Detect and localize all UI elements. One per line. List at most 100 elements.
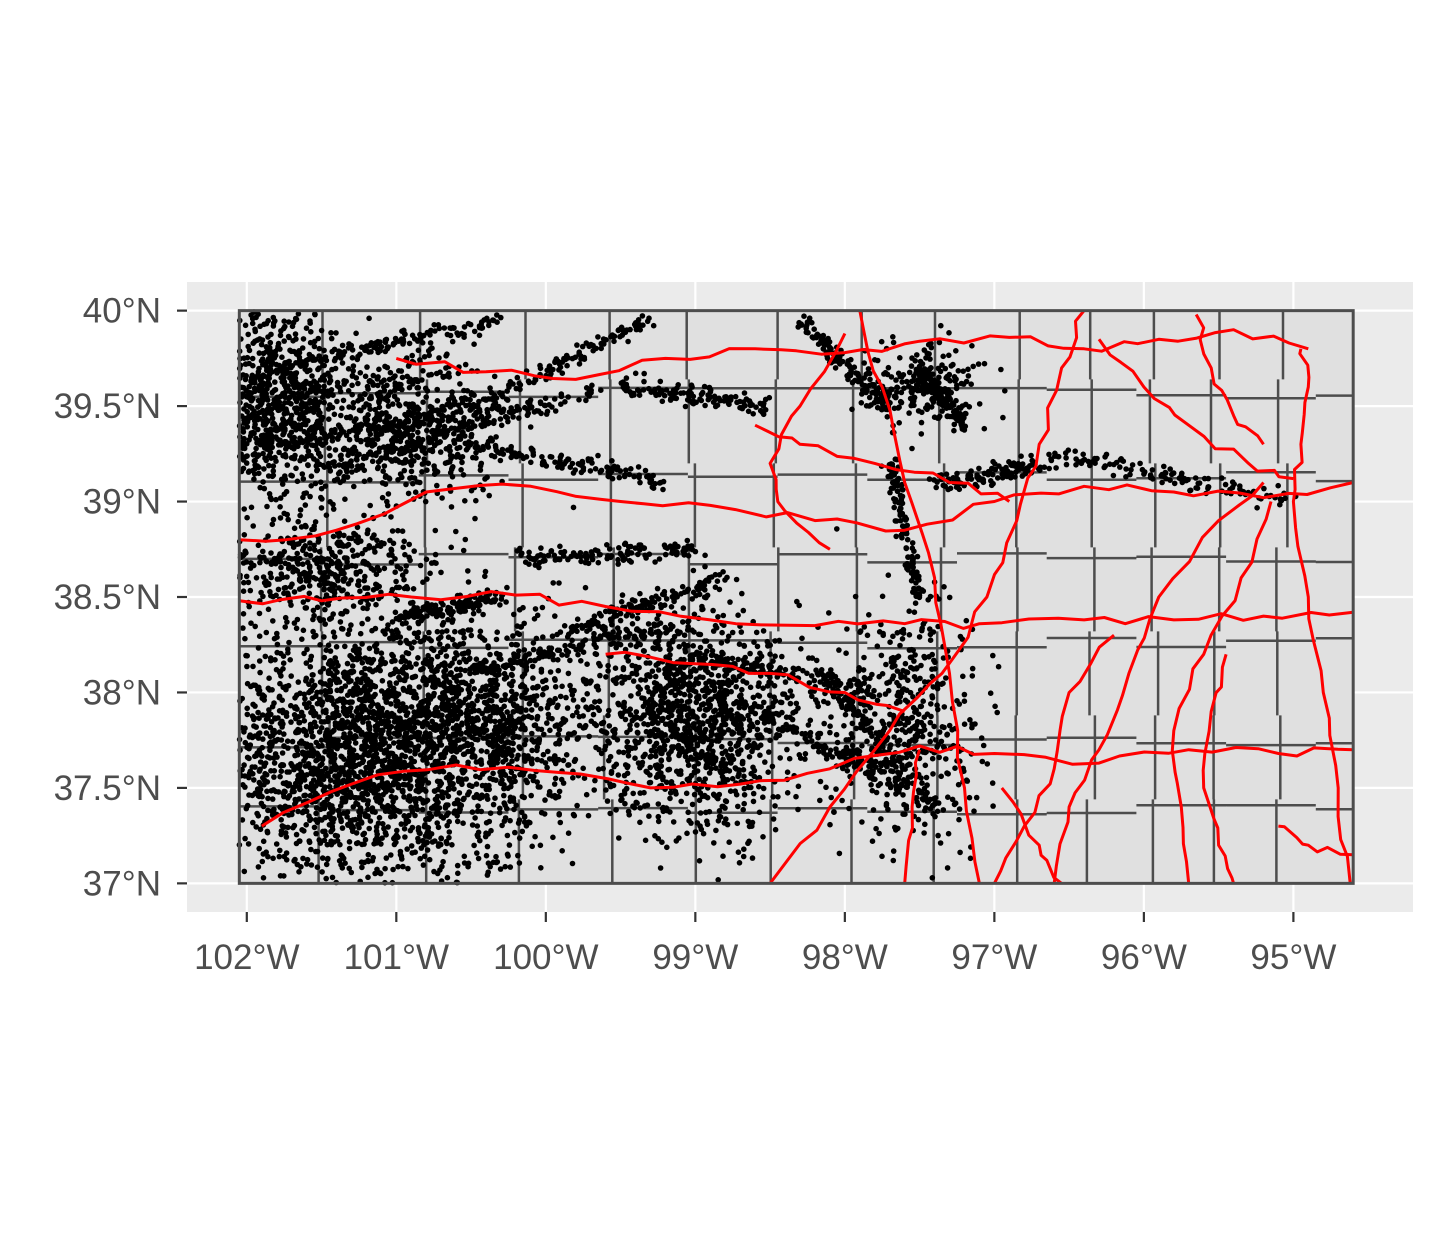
observation-point (276, 449, 282, 456)
observation-point (391, 835, 397, 842)
observation-point (345, 631, 352, 637)
observation-point (434, 820, 441, 826)
observation-point (311, 398, 318, 404)
observation-point (242, 725, 248, 731)
observation-point (313, 389, 319, 396)
observation-point (292, 331, 299, 337)
county-boundary-line (1275, 310, 1289, 884)
observation-point (388, 773, 395, 779)
observation-point (356, 696, 363, 703)
observation-point (740, 607, 747, 614)
observation-point (259, 392, 265, 398)
observation-point (279, 750, 286, 756)
observation-point (641, 721, 647, 727)
observation-point (404, 724, 410, 731)
observation-point (559, 848, 565, 854)
observation-point (686, 727, 693, 734)
observation-point (469, 822, 476, 828)
observation-point (292, 371, 299, 378)
observation-point (729, 655, 736, 662)
observation-point (294, 706, 300, 712)
observation-point (315, 366, 321, 373)
observation-point (424, 388, 431, 394)
observation-point (625, 708, 632, 714)
observation-point (308, 329, 314, 335)
observation-point (334, 698, 341, 704)
observation-point (446, 733, 452, 740)
observation-point (602, 743, 609, 750)
observation-point (323, 692, 329, 698)
observation-point (282, 624, 289, 630)
observation-point (420, 862, 427, 868)
observation-point (253, 824, 259, 830)
observation-point (304, 704, 310, 711)
observation-point (739, 686, 745, 693)
observation-point (308, 653, 315, 660)
observation-point (326, 668, 332, 674)
observation-point (244, 424, 251, 430)
observation-point (366, 726, 373, 733)
observation-point (256, 658, 263, 664)
observation-point (402, 834, 408, 840)
observation-point (349, 713, 355, 719)
observation-point (326, 445, 332, 452)
observation-point (287, 657, 294, 663)
observation-point (280, 453, 287, 459)
observation-point (540, 634, 546, 640)
observation-point (375, 664, 382, 671)
observation-point (392, 387, 398, 394)
observation-point (623, 785, 630, 792)
observation-point (400, 863, 406, 870)
observation-point (474, 823, 481, 829)
observation-point (770, 794, 776, 800)
observation-point (735, 849, 742, 855)
observation-point (325, 661, 332, 667)
observation-point (349, 446, 356, 452)
observation-point (338, 685, 345, 692)
observation-point (294, 747, 301, 754)
observation-point (651, 680, 658, 686)
observation-point (390, 798, 396, 805)
observation-point (328, 678, 334, 684)
observation-point (376, 395, 383, 401)
observation-point (772, 826, 779, 833)
observation-point (311, 409, 317, 416)
observation-point (460, 796, 467, 803)
observation-point (288, 401, 294, 407)
observation-point (678, 798, 684, 805)
observation-point (435, 824, 442, 831)
observation-point (284, 462, 291, 468)
observation-point (648, 753, 654, 759)
observation-point (385, 824, 391, 830)
observation-point (326, 616, 333, 622)
observation-point (273, 434, 279, 440)
observation-point (349, 654, 355, 661)
observation-point (680, 671, 686, 678)
observation-point (359, 620, 365, 627)
observation-point (343, 761, 350, 768)
observation-point (760, 794, 766, 800)
observation-point (297, 435, 303, 442)
observation-point (282, 788, 288, 795)
observation-point (694, 694, 700, 701)
observation-point (529, 843, 535, 850)
observation-point (242, 635, 248, 642)
observation-point (261, 761, 268, 768)
observation-point (372, 759, 378, 766)
observation-point (349, 372, 356, 379)
observation-point (766, 749, 772, 755)
observation-point (318, 494, 324, 501)
observation-point (415, 429, 421, 436)
observation-point (439, 717, 445, 723)
observation-point (741, 785, 748, 792)
observation-point (241, 868, 248, 875)
observation-point (417, 752, 424, 758)
observation-point (251, 476, 257, 483)
observation-point (431, 803, 437, 810)
observation-point (475, 855, 482, 862)
observation-point (308, 473, 315, 480)
observation-point (268, 455, 275, 462)
observation-point (257, 766, 263, 773)
observation-point (370, 708, 377, 715)
observation-point (839, 797, 845, 804)
